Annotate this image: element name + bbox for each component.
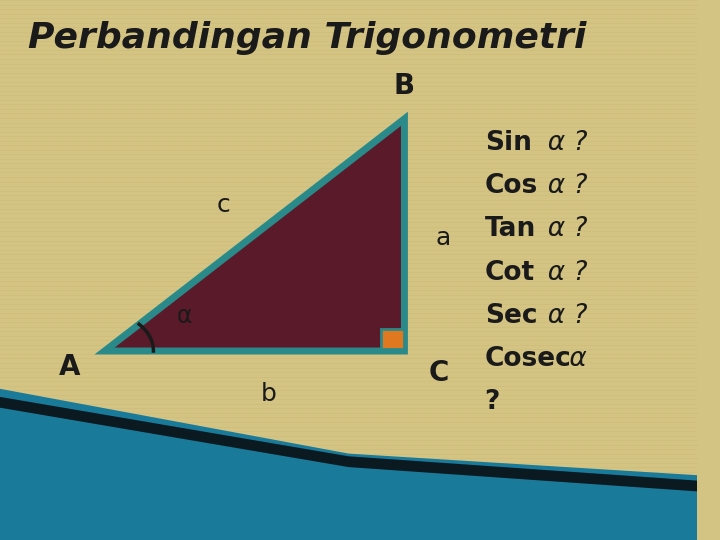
Text: C: C <box>429 359 449 387</box>
Text: α ?: α ? <box>531 217 587 242</box>
Text: ?: ? <box>485 389 500 415</box>
Polygon shape <box>104 119 405 351</box>
Text: Cot: Cot <box>485 260 535 286</box>
Text: Perbandingan Trigonometri: Perbandingan Trigonometri <box>28 21 586 55</box>
Text: Cosec: Cosec <box>485 346 572 372</box>
Text: Cos: Cos <box>485 173 538 199</box>
Polygon shape <box>0 389 697 540</box>
Text: Sec: Sec <box>485 303 537 329</box>
Text: a: a <box>435 226 451 249</box>
Text: Sin: Sin <box>485 130 531 156</box>
Text: c: c <box>216 193 230 217</box>
Text: A: A <box>59 353 81 381</box>
Text: α ?: α ? <box>531 130 587 156</box>
Text: B: B <box>394 72 415 100</box>
Text: α: α <box>562 346 587 372</box>
Bar <box>382 329 405 349</box>
Text: α ?: α ? <box>531 260 587 286</box>
Polygon shape <box>0 397 697 491</box>
Text: α ?: α ? <box>531 173 587 199</box>
Text: b: b <box>261 382 276 406</box>
Text: α: α <box>177 304 192 328</box>
Text: α ?: α ? <box>531 303 587 329</box>
Text: Tan: Tan <box>485 217 536 242</box>
